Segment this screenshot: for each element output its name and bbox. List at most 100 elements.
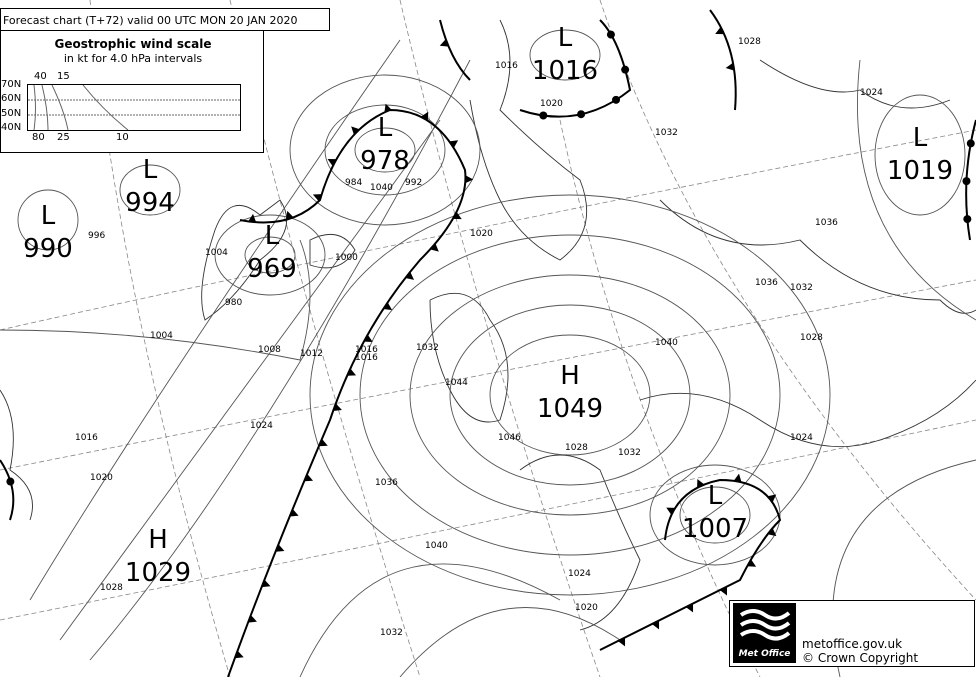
isobar-label: 992 [405,178,422,188]
lat-label: 50N [1,108,22,119]
cold-front-symbol [327,158,337,167]
central-pressure-value: 994 [125,188,175,218]
lat-label: 60N [1,93,22,104]
cold-front-symbol [767,528,777,537]
isobar-label: 1016 [355,353,378,363]
cold-front [439,19,471,81]
warm-front-symbol [962,177,971,186]
coastline [469,19,588,261]
isobar [309,194,831,596]
isobar-label: 1024 [250,421,273,431]
coastlines [0,19,976,631]
cold-front-symbol [685,603,694,613]
coastline [201,199,288,321]
central-pressure-value: 1007 [681,514,749,544]
cold-front-symbol [715,26,725,35]
cold-front-symbol [725,62,735,71]
central-pressure-value: 978 [360,146,410,176]
lat-label: 40N [1,122,22,133]
isobar-label: 1024 [860,88,883,98]
scale-value: 80 [32,132,45,143]
central-pressure-value: 969 [247,254,297,284]
copyright: © Crown Copyright [802,651,919,665]
cold-front-symbol [285,210,294,220]
logo-text: Met Office [738,649,791,659]
isobar-label: 1036 [815,218,838,228]
warm-front-symbol [621,65,630,74]
cold-front-symbol [430,243,439,252]
scale-value: 15 [57,71,70,82]
coastline [429,292,509,423]
isobar-label: 1020 [90,473,113,483]
isobar [89,59,471,661]
chart-title: Forecast chart (T+72) valid 00 UTC MON 2… [0,8,330,31]
cold-front-symbol [347,368,357,376]
isobar [0,239,311,361]
cold-front-symbol [767,494,777,503]
cold-front-symbol [351,126,360,135]
isobar-label: 1046 [498,433,521,443]
isobar-label: 1024 [568,569,591,579]
graticule-line [399,0,601,677]
cold-front-symbol [747,559,757,567]
isobar-label: 1028 [800,333,823,343]
website-link[interactable]: metoffice.gov.uk [802,637,903,651]
isobar [529,29,601,81]
met-office-credit: Met Office metoffice.gov.uk © Crown Copy… [729,600,975,667]
scale-value: 25 [57,132,70,143]
low-pressure-letter: L [557,23,573,53]
cold-front-symbol [697,478,705,488]
isobar-label: 1012 [300,349,323,359]
isobar [359,234,781,556]
central-pressure-value: 1029 [124,558,192,588]
isobar-label: 1044 [445,378,468,388]
isobar-label: 1000 [335,253,358,263]
graticule-line [0,279,976,471]
isobar-label: 1028 [100,583,123,593]
graticule-line [559,119,761,677]
isobar-label: 1004 [150,331,173,341]
isobar-label: 1004 [205,248,228,258]
isobar-label: 1032 [618,448,641,458]
isobar [679,486,751,544]
isobar-label: 1032 [655,128,678,138]
cold-front-symbol [733,473,742,483]
isobar [119,164,181,216]
cold-front-symbol [289,509,299,517]
cold-front [599,478,782,651]
isobar-label: 1024 [790,433,813,443]
isobar-label: 1016 [355,345,378,355]
cold-front-symbol [651,620,660,630]
warm-front-symbol [606,30,615,39]
cold-front-symbol [312,194,322,202]
isobar-label: 1016 [495,61,518,71]
cold-front-symbol [333,403,342,412]
low-pressure-letter: L [707,481,723,511]
cold-front-symbol [719,586,728,596]
central-pressure-value: 1049 [536,394,604,424]
cold-front-symbol [617,637,626,647]
cold-front-symbol [452,211,462,220]
isobar-label: 1036 [375,478,398,488]
cold-front-symbol [304,473,314,482]
high-pressure-letter: H [560,361,580,391]
isobar-label: 1040 [655,338,678,348]
isobar [289,74,481,226]
isobar-label: 996 [88,231,105,241]
low-pressure-letter: L [377,113,393,143]
isobar [649,464,781,566]
coastline [759,59,951,109]
isobar [857,59,976,321]
isobar [874,94,966,216]
cold-front-symbol [248,615,257,623]
warm-front-symbol [963,215,972,224]
cold-front [709,9,737,111]
cold-front-symbol [248,213,257,223]
isobar-label: 1036 [755,278,778,288]
cold-front-symbol [405,271,415,280]
cold-front-symbol [449,140,459,149]
isobar-label: 1040 [370,183,393,193]
fronts [0,9,976,677]
isobar-label: 1032 [380,628,403,638]
low-pressure-letter: L [142,155,158,185]
